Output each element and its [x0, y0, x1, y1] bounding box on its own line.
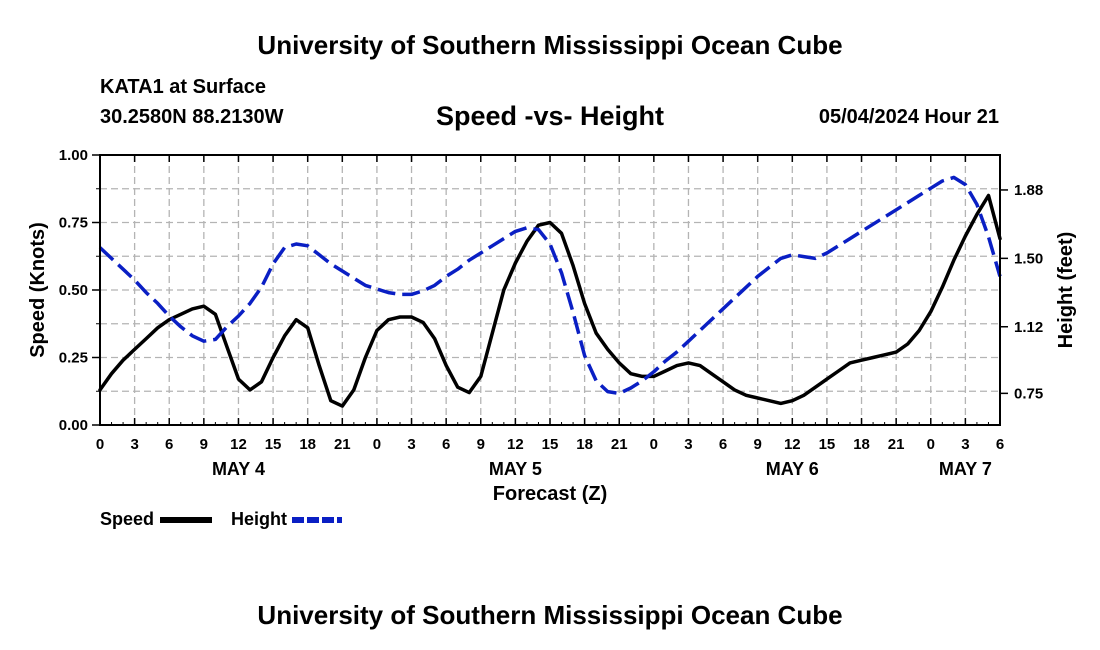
y-tick-label-right: 0.75 [1014, 385, 1043, 402]
x-tick-label: 9 [477, 436, 485, 453]
x-tick-label: 21 [611, 436, 628, 453]
series-layer [98, 175, 1002, 408]
y-axis-label-left: Speed (Knots) [27, 222, 49, 358]
x-tick-label: 3 [961, 436, 969, 453]
x-tick-label: 9 [200, 436, 208, 453]
x-tick-label: 12 [230, 436, 247, 453]
x-tick-label: 12 [507, 436, 524, 453]
legend-height-label: Height [231, 509, 287, 529]
x-tick-label: 9 [754, 436, 762, 453]
y-tick-label-left: 0.25 [59, 350, 88, 367]
axes: 0 3 6 9 12 15 18 21 0 3 6 9 12 15 18 21 0 3 6 9 12 15 18 21 0 3 6M… [59, 147, 1043, 479]
x-tick-label: 3 [130, 436, 138, 453]
y-tick-label-left: 1.00 [59, 147, 88, 164]
x-tick-label: 0 [96, 436, 104, 453]
x-tick-label: 15 [542, 436, 559, 453]
speed-line [98, 193, 1002, 408]
x-tick-label: 0 [373, 436, 381, 453]
x-tick-label: 21 [334, 436, 351, 453]
x-tick-label: 6 [442, 436, 450, 453]
height-line [98, 175, 1002, 396]
grid [100, 155, 1000, 425]
x-tick-label: 6 [165, 436, 173, 453]
x-tick-label: 15 [265, 436, 282, 453]
x-tick-label: 6 [996, 436, 1004, 453]
x-axis-label: Forecast (Z) [493, 483, 607, 505]
y-tick-label-left: 0.00 [59, 417, 88, 434]
x-tick-label: 0 [650, 436, 658, 453]
legend-speed-label: Speed [100, 509, 155, 529]
y-tick-label-right: 1.88 [1014, 182, 1043, 199]
forecast-datetime: 05/04/2024 Hour 21 [818, 106, 999, 128]
y-axis-label-right: Height (feet) [1055, 232, 1077, 349]
x-tick-label: 12 [784, 436, 801, 453]
y-tick-label-left: 0.75 [59, 215, 88, 232]
station-coordinates: 30.2580N 88.2130W [100, 106, 284, 128]
x-tick-label: 18 [576, 436, 593, 453]
x-tick-label: 6 [719, 436, 727, 453]
day-label: MAY 7 [939, 459, 992, 479]
x-tick-label: 0 [927, 436, 935, 453]
x-tick-label: 21 [888, 436, 905, 453]
x-tick-label: 3 [407, 436, 415, 453]
x-tick-label: 18 [299, 436, 316, 453]
page-title: University of Southern Mississippi Ocean… [257, 30, 843, 60]
day-label: MAY 5 [489, 459, 542, 479]
y-tick-label-left: 0.50 [59, 282, 88, 299]
x-tick-label: 15 [819, 436, 836, 453]
chart-title: Speed -vs- Height [435, 101, 665, 131]
day-label: MAY 4 [212, 459, 265, 479]
x-tick-label: 18 [853, 436, 870, 453]
station-name: KATA1 at Surface [100, 76, 266, 98]
x-tick-label: 3 [684, 436, 692, 453]
y-tick-label-right: 1.50 [1014, 250, 1043, 267]
day-label: MAY 6 [766, 459, 819, 479]
footer-title: University of Southern Mississippi Ocean… [257, 600, 843, 630]
y-tick-label-right: 1.12 [1014, 319, 1043, 336]
